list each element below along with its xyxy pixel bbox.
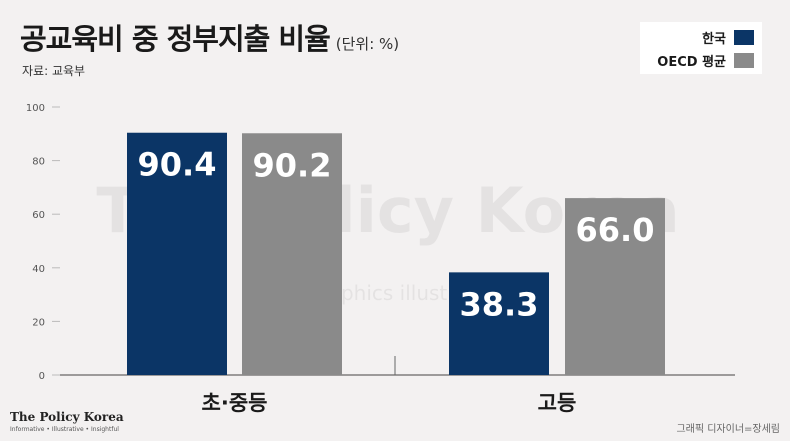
designer-credit: 그래픽 디자이너=장세림 <box>676 424 780 435</box>
data-label: 90.2 <box>253 146 332 184</box>
unit-label: (단위: %) <box>335 35 400 53</box>
y-tick-label: 0 <box>39 371 45 382</box>
y-tick-label: 20 <box>32 317 45 328</box>
bar-korea <box>449 272 549 375</box>
legend: 한국 OECD 평균 <box>640 22 762 74</box>
y-tick-label: 100 <box>26 103 45 114</box>
legend-item-oecd: OECD 평균 <box>657 51 754 70</box>
data-label: 38.3 <box>460 285 539 323</box>
y-tick-label: 40 <box>32 264 45 275</box>
chart-title: 공교육비 중 정부지출 비율 (단위: %) <box>20 16 399 58</box>
legend-label-oecd: OECD 평균 <box>657 55 726 70</box>
bar-oecd <box>242 133 342 375</box>
title-text: 공교육비 중 정부지출 비율 <box>20 22 331 56</box>
source-label: 자료: 교육부 <box>22 64 86 78</box>
y-tick-label: 60 <box>32 210 45 221</box>
footer-tagline: Informative • Illustrative • Insightful <box>10 426 119 433</box>
bar-oecd <box>565 198 665 375</box>
legend-item-korea: 한국 <box>702 28 754 47</box>
category-label: 고등 <box>538 391 577 415</box>
bar-korea <box>127 132 227 375</box>
data-label: 66.0 <box>576 211 655 249</box>
legend-swatch-oecd <box>734 53 754 68</box>
data-label: 90.4 <box>138 146 217 184</box>
legend-label-korea: 한국 <box>702 32 726 47</box>
footer-logo: The Policy Korea <box>10 410 124 424</box>
legend-swatch-korea <box>734 30 754 45</box>
y-tick-label: 80 <box>32 157 45 168</box>
category-label: 초·중등 <box>202 391 268 415</box>
